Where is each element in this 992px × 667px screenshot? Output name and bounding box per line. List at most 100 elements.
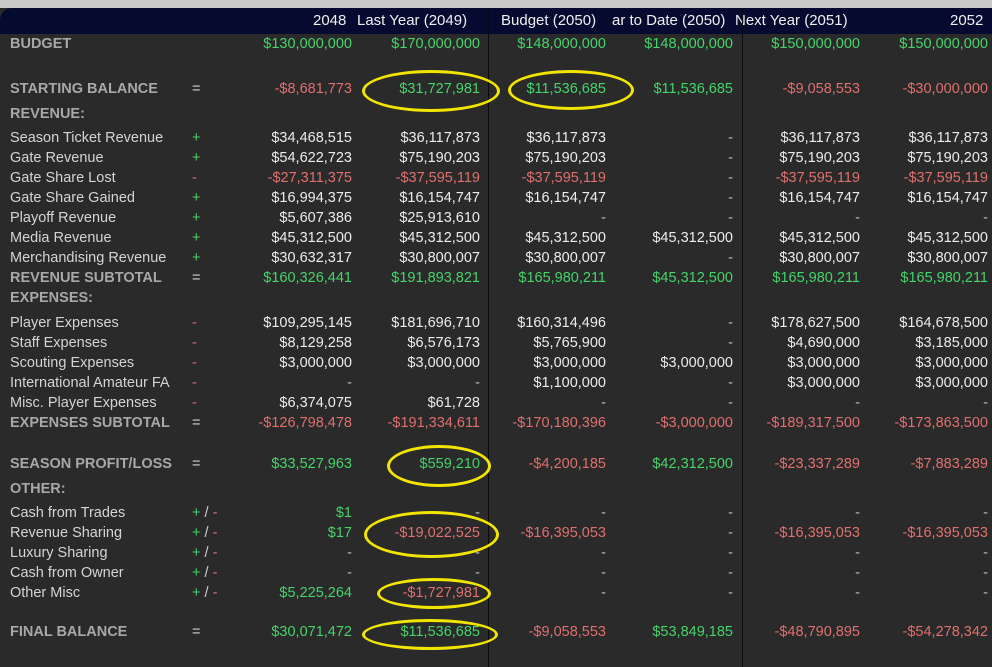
- row-sign-plus-minus: + / -: [192, 545, 218, 561]
- row-label: REVENUE SUBTOTAL: [10, 270, 162, 286]
- value-cell: -$173,863,500: [894, 415, 988, 431]
- value-cell: -: [728, 170, 733, 186]
- row-sign-plus-minus: + / -: [192, 585, 218, 601]
- value-cell: -$37,595,119: [775, 170, 860, 186]
- value-cell: $34,468,515: [271, 130, 352, 146]
- value-cell: -: [728, 585, 733, 601]
- value-cell: -$9,058,553: [782, 81, 860, 97]
- value-cell: -: [728, 525, 733, 541]
- row-label: Gate Revenue: [10, 150, 104, 166]
- table-row: EXPENSES:: [0, 290, 992, 310]
- value-cell: -$4,200,185: [528, 456, 606, 472]
- value-cell: $36,117,873: [400, 130, 480, 146]
- value-cell: -: [983, 210, 988, 226]
- column-header-year-to-date[interactable]: ar to Date (2050): [612, 12, 726, 29]
- column-header-next-year[interactable]: Next Year (2051): [735, 12, 848, 29]
- row-label: Other Misc: [10, 585, 81, 601]
- value-cell: -: [601, 505, 606, 521]
- value-cell: $45,312,500: [907, 230, 988, 246]
- value-cell: $165,980,211: [518, 270, 606, 286]
- row-label: REVENUE:: [10, 106, 85, 122]
- window-top-bar: [0, 0, 992, 8]
- value-cell: -: [728, 545, 733, 561]
- value-cell: -$37,595,119: [903, 170, 988, 186]
- value-cell: $165,980,211: [900, 270, 988, 286]
- value-cell: $25,913,610: [399, 210, 480, 226]
- row-label: Gate Share Lost: [10, 170, 116, 186]
- value-cell: -: [475, 545, 480, 561]
- table-row: Scouting Expenses - $3,000,000 $3,000,000 $3…: [0, 355, 992, 375]
- value-cell: -: [347, 545, 352, 561]
- value-cell: -: [728, 130, 733, 146]
- row-label: Scouting Expenses: [10, 355, 135, 371]
- column-header-last-year[interactable]: Last Year (2049): [357, 12, 468, 29]
- table-row: Gate Share Gained + $16,994,375 $16,154,747…: [0, 190, 992, 210]
- value-cell: -: [983, 505, 988, 521]
- row-label: Playoff Revenue: [10, 210, 117, 226]
- value-cell: $45,312,500: [652, 270, 733, 286]
- table-row: REVENUE SUBTOTAL = $160,326,441 $191,893,82…: [0, 270, 992, 290]
- value-cell: -: [475, 505, 480, 521]
- value-cell: -: [347, 375, 352, 391]
- table-row: Media Revenue + $45,312,500 $45,312,500 $45,…: [0, 230, 992, 250]
- row-label: Player Expenses: [10, 315, 119, 331]
- value-cell: $5,765,900: [533, 335, 606, 351]
- row-sign: +: [192, 230, 201, 246]
- value-cell: -: [601, 210, 606, 226]
- value-cell: -$54,278,342: [902, 624, 988, 640]
- value-cell: $3,000,000: [533, 355, 606, 371]
- value-cell: -$19,022,525: [394, 525, 480, 541]
- value-cell: $45,312,500: [271, 230, 352, 246]
- value-cell: -: [728, 505, 733, 521]
- value-cell: -: [728, 565, 733, 581]
- row-label: SEASON PROFIT/LOSS: [10, 456, 172, 472]
- row-label: Revenue Sharing: [10, 525, 123, 541]
- row-sign: +: [192, 210, 201, 226]
- value-cell: $75,190,203: [779, 150, 860, 166]
- row-label: Season Ticket Revenue: [10, 130, 164, 146]
- value-cell: $3,000,000: [787, 375, 860, 391]
- row-sign-plus-minus: + / -: [192, 565, 218, 581]
- table-row: Cash from Trades + / - $1 - - - - -: [0, 505, 992, 525]
- value-cell: $54,622,723: [271, 150, 352, 166]
- value-cell: -$8,681,773: [274, 81, 352, 97]
- value-cell: $30,071,472: [271, 624, 352, 640]
- value-cell: $61,728: [427, 395, 480, 411]
- row-label: Media Revenue: [10, 230, 112, 246]
- value-cell: -: [475, 565, 480, 581]
- value-cell: $11,536,685: [653, 81, 733, 97]
- row-label: FINAL BALANCE: [10, 624, 128, 640]
- value-cell: $160,314,496: [517, 315, 606, 331]
- row-sign: -: [192, 355, 197, 371]
- value-cell: -$3,000,000: [655, 415, 733, 431]
- table-row: Staff Expenses - $8,129,258 $6,576,173 $5,76…: [0, 335, 992, 355]
- value-cell: -$23,337,289: [774, 456, 860, 472]
- value-cell: $150,000,000: [771, 36, 860, 52]
- value-cell: $45,312,500: [652, 230, 733, 246]
- value-cell: $6,374,075: [279, 395, 352, 411]
- row-sign: =: [192, 81, 201, 97]
- value-cell: $30,800,007: [907, 250, 988, 266]
- value-cell: $11,536,685: [400, 624, 480, 640]
- value-cell: $3,000,000: [915, 375, 988, 391]
- value-cell: $16,154,747: [399, 190, 480, 206]
- value-cell: -: [728, 210, 733, 226]
- table-row: Cash from Owner + / - - - - - - -: [0, 565, 992, 585]
- column-divider: [742, 8, 743, 667]
- column-header-2052[interactable]: 2052: [950, 12, 984, 29]
- value-cell: -: [983, 545, 988, 561]
- row-sign: -: [192, 395, 197, 411]
- row-sign-plus-minus: + / -: [192, 505, 218, 521]
- value-cell: $6,576,173: [407, 335, 480, 351]
- row-label: Merchandising Revenue: [10, 250, 167, 266]
- value-cell: -: [983, 565, 988, 581]
- value-cell: -: [855, 565, 860, 581]
- value-cell: $160,326,441: [263, 270, 352, 286]
- column-header-2048[interactable]: 2048: [313, 12, 347, 29]
- row-sign: +: [192, 150, 201, 166]
- value-cell: -$16,395,053: [902, 525, 988, 541]
- row-sign: -: [192, 335, 197, 351]
- value-cell: $36,117,873: [526, 130, 606, 146]
- value-cell: -$191,334,611: [387, 415, 480, 431]
- column-header-budget[interactable]: Budget (2050): [501, 12, 597, 29]
